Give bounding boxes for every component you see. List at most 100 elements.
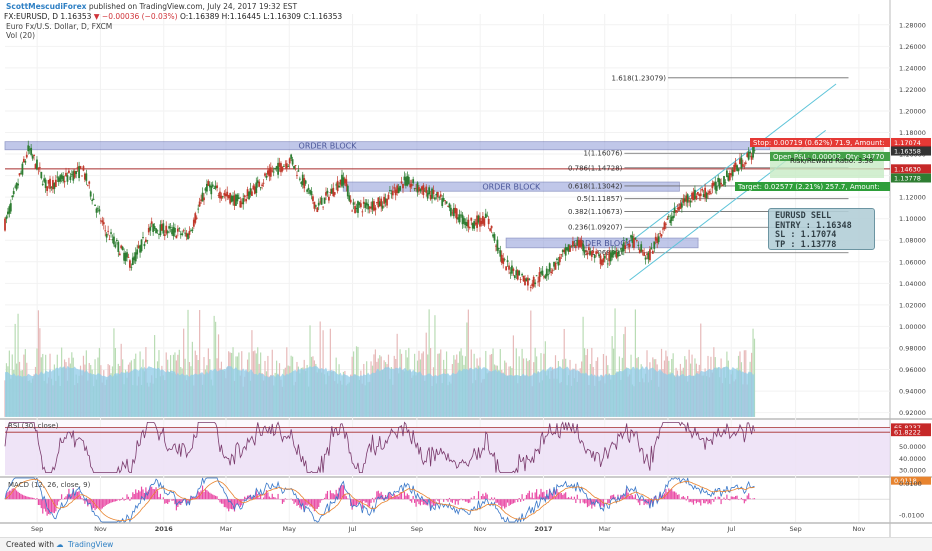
macd-histogram-bar bbox=[100, 499, 101, 509]
candle-body bbox=[130, 267, 132, 268]
macd-histogram-bar bbox=[665, 489, 666, 499]
macd-histogram-bar bbox=[277, 494, 278, 499]
candle-body bbox=[87, 185, 89, 186]
macd-histogram-bar bbox=[720, 499, 721, 504]
macd-histogram-bar bbox=[689, 499, 690, 502]
candle-body bbox=[550, 272, 552, 273]
candle-body bbox=[11, 196, 13, 197]
symbol-ohlc: O:1.16389 H:1.16445 L:1.16309 C:1.16353 bbox=[180, 12, 342, 21]
candle-body bbox=[80, 166, 82, 168]
macd-histogram-bar bbox=[687, 496, 688, 499]
candle-body bbox=[392, 191, 394, 196]
macd-histogram-bar bbox=[115, 499, 116, 501]
candle-body bbox=[350, 200, 352, 203]
candle-body bbox=[402, 184, 404, 188]
macd-histogram-bar bbox=[495, 499, 496, 503]
candle-body bbox=[96, 209, 98, 213]
candle-body bbox=[116, 240, 118, 241]
macd-histogram-bar bbox=[678, 494, 679, 499]
macd-histogram-bar bbox=[285, 498, 286, 499]
candle-body bbox=[189, 231, 191, 235]
macd-histogram-bar bbox=[418, 499, 419, 504]
candle-body bbox=[653, 241, 655, 248]
macd-histogram-bar bbox=[57, 499, 58, 505]
macd-histogram-bar bbox=[494, 498, 495, 500]
candle-body bbox=[327, 191, 329, 194]
candle-body bbox=[752, 146, 754, 157]
macd-histogram-bar bbox=[113, 499, 114, 502]
macd-histogram-bar bbox=[405, 496, 406, 500]
macd-histogram-bar bbox=[96, 499, 97, 509]
rsi-band bbox=[5, 427, 890, 475]
macd-histogram-bar bbox=[635, 494, 636, 499]
candle-body bbox=[527, 278, 529, 286]
time-tick-label: Mar bbox=[220, 525, 233, 533]
candle-body bbox=[334, 192, 336, 195]
macd-histogram-bar bbox=[272, 494, 273, 499]
macd-histogram-bar bbox=[42, 499, 43, 513]
macd-histogram-bar bbox=[216, 496, 217, 499]
macd-histogram-bar bbox=[135, 489, 136, 499]
macd-histogram-bar bbox=[128, 497, 129, 499]
macd-histogram-bar bbox=[500, 499, 501, 505]
trading-chart[interactable]: 1.280001.260001.240001.220001.200001.180… bbox=[0, 0, 932, 537]
candle-body bbox=[573, 245, 575, 246]
macd-histogram-bar bbox=[102, 499, 103, 508]
macd-histogram-bar bbox=[641, 499, 642, 501]
candle-body bbox=[592, 251, 594, 253]
time-tick-label: Jul bbox=[726, 525, 735, 533]
macd-histogram-bar bbox=[710, 499, 711, 504]
candle-body bbox=[292, 159, 294, 164]
candle-body bbox=[271, 170, 273, 171]
price-tick-label: 1.26000 bbox=[899, 43, 926, 51]
candle-body bbox=[324, 198, 326, 204]
macd-histogram-bar bbox=[732, 497, 733, 500]
candle-body bbox=[539, 272, 541, 282]
candle-body bbox=[46, 186, 48, 191]
macd-histogram-bar bbox=[269, 497, 270, 500]
candle-body bbox=[64, 181, 66, 182]
candle-body bbox=[26, 155, 28, 158]
macd-histogram-bar bbox=[413, 496, 414, 499]
candle-body bbox=[649, 249, 651, 260]
candle-body bbox=[338, 186, 340, 188]
candle-body bbox=[497, 240, 499, 251]
macd-histogram-bar bbox=[726, 495, 727, 500]
macd-histogram-bar bbox=[693, 499, 694, 504]
candle-body bbox=[716, 186, 718, 191]
macd-histogram-bar bbox=[124, 499, 125, 500]
macd-histogram-bar bbox=[485, 493, 486, 500]
macd-histogram-bar bbox=[712, 499, 713, 500]
candle-body bbox=[408, 177, 410, 184]
candle-body bbox=[695, 196, 697, 199]
macd-histogram-bar bbox=[31, 498, 32, 500]
order-block-label: ORDER BLOCK bbox=[482, 183, 541, 192]
macd-histogram-bar bbox=[684, 497, 685, 499]
candle-body bbox=[27, 145, 29, 151]
macd-histogram-bar bbox=[484, 496, 485, 499]
candle-body bbox=[675, 210, 677, 212]
macd-histogram-bar bbox=[459, 499, 460, 500]
macd-histogram-bar bbox=[478, 491, 479, 499]
macd-histogram-bar bbox=[632, 495, 633, 499]
author-name[interactable]: ScottMescudiForex bbox=[6, 2, 87, 11]
symbol-price: FX:EURUSD, D 1.16353 bbox=[4, 12, 91, 21]
candle-body bbox=[722, 185, 724, 186]
macd-histogram-bar bbox=[450, 499, 451, 502]
candle-body bbox=[710, 193, 712, 194]
macd-histogram-bar bbox=[673, 491, 674, 499]
macd-histogram-bar bbox=[33, 498, 34, 499]
macd-histogram-bar bbox=[729, 499, 730, 500]
macd-histogram-bar bbox=[629, 496, 630, 499]
tradingview-brand[interactable]: TradingView bbox=[68, 540, 113, 549]
candle-body bbox=[650, 248, 652, 250]
candle-body bbox=[316, 208, 318, 212]
macd-histogram-bar bbox=[276, 499, 277, 500]
candle-body bbox=[177, 229, 179, 232]
target-label: Target: 0.02577 (2.21%) 257.7, Amount: bbox=[737, 183, 880, 191]
macd-histogram-bar bbox=[750, 498, 751, 499]
macd-histogram-bar bbox=[671, 489, 672, 499]
macd-histogram-bar bbox=[116, 499, 117, 501]
macd-histogram-bar bbox=[535, 492, 536, 499]
candle-body bbox=[167, 231, 169, 233]
